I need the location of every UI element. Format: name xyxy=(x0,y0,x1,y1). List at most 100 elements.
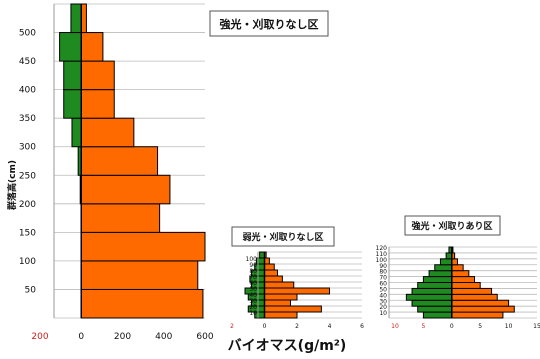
y-tick-label: 50 xyxy=(249,286,257,293)
y-tick-label: 50 xyxy=(379,286,387,293)
y-tick-label: 90 xyxy=(379,263,387,270)
y-tick-label: 30 xyxy=(249,298,257,305)
y-tick-label: 400 xyxy=(19,86,36,96)
bar-orange xyxy=(80,203,161,233)
y-tick-label: 110 xyxy=(376,251,388,258)
bar-orange xyxy=(451,293,498,301)
x-tick-label: 0 xyxy=(450,323,454,330)
x-tick-label: 4 xyxy=(328,323,332,330)
x-tick-label: 6 xyxy=(360,323,364,330)
bar-orange xyxy=(80,146,159,176)
y-tick-labels: 50 100 150 200 250 300 350 400 450 500 xyxy=(19,29,36,296)
y-tick-label: 100 xyxy=(19,257,36,267)
bar-orange xyxy=(451,270,470,278)
bar-orange xyxy=(80,288,204,319)
y-tick-label: 300 xyxy=(19,143,36,153)
x-axis-label: バイオマス(g/m²) xyxy=(228,338,347,354)
y-tick-label: 80 xyxy=(379,269,387,276)
y-tick-label: 120 xyxy=(376,245,388,252)
bar-orange xyxy=(80,60,115,91)
bar-green xyxy=(71,117,82,148)
bar-green xyxy=(411,299,453,307)
title-box xyxy=(231,226,335,247)
x-tick-label: 200 xyxy=(114,332,131,342)
x-tick-label: 10 xyxy=(391,323,399,330)
title-box xyxy=(209,10,329,37)
bar-orange xyxy=(264,287,330,295)
x-tick-label: 600 xyxy=(196,332,213,342)
x-tick-labels: 10 5 0 5 10 15 xyxy=(391,323,540,330)
y-tick-label: 10 xyxy=(379,310,387,317)
bar-green xyxy=(422,276,453,284)
x-tick-label: 10 xyxy=(505,323,513,330)
bar-orange xyxy=(80,260,199,290)
bar-green xyxy=(59,32,82,62)
bar-green xyxy=(439,258,453,266)
y-tick-label: 50 xyxy=(25,285,37,295)
y-tick-label: 350 xyxy=(19,114,36,124)
bar-orange xyxy=(80,174,171,205)
y-tick-label: 500 xyxy=(19,29,36,39)
bar-orange xyxy=(451,305,515,313)
y-tick-label: 60 xyxy=(249,280,257,287)
bar-orange xyxy=(264,269,278,277)
chart-bars xyxy=(405,246,515,319)
y-axis-label: 群落高(cm) xyxy=(6,160,18,211)
y-tick-label: 80 xyxy=(249,268,257,275)
bar-orange xyxy=(451,287,493,295)
title-box xyxy=(404,215,501,236)
chart-title: 弱光・刈取りなし区 xyxy=(242,231,323,243)
y-tick-label: 450 xyxy=(19,57,36,67)
y-tick-label: 40 xyxy=(249,292,257,299)
bar-orange xyxy=(80,3,87,34)
bar-green xyxy=(63,60,82,91)
x-tick-label: 15 xyxy=(533,323,540,330)
bar-green xyxy=(63,89,82,119)
bar-orange xyxy=(451,264,464,272)
chart-title: 強光・刈取りなし区 xyxy=(220,17,319,31)
bar-green xyxy=(411,287,453,295)
x-tick-label: 5 xyxy=(421,323,425,330)
chart-title: 強光・刈取りあり区 xyxy=(411,220,492,232)
bar-green xyxy=(445,252,453,260)
x-tick-label: 200 xyxy=(31,332,48,342)
bar-orange xyxy=(264,311,298,319)
y-tick-label: 30 xyxy=(379,298,387,305)
x-tick-label: 0 xyxy=(78,332,84,342)
x-tick-label: 0 xyxy=(263,323,267,330)
x-tick-labels: 2 0 2 4 6 xyxy=(230,323,364,330)
y-tick-label: 250 xyxy=(19,171,36,181)
x-tick-label: 2 xyxy=(295,323,299,330)
bar-orange xyxy=(80,89,115,119)
y-tick-label: 70 xyxy=(249,274,257,281)
x-tick-label: 5 xyxy=(478,323,482,330)
bar-orange xyxy=(264,281,295,289)
bar-orange xyxy=(80,32,104,62)
bar-green xyxy=(417,305,453,313)
bar-orange xyxy=(451,258,458,266)
y-tick-label: 20 xyxy=(379,304,387,311)
bar-orange xyxy=(264,275,283,283)
y-tick-label: 150 xyxy=(19,228,36,238)
y-tick-label: 10 xyxy=(249,310,257,317)
y-tick-label: 60 xyxy=(379,281,387,288)
bar-orange xyxy=(80,117,135,148)
bar-orange xyxy=(80,231,206,262)
bar-orange xyxy=(264,299,291,307)
x-tick-labels: 200 0 200 400 600 xyxy=(31,332,213,342)
bar-orange xyxy=(264,305,322,313)
y-tick-label: 20 xyxy=(249,304,257,311)
bar-orange xyxy=(451,276,476,284)
y-tick-label: 70 xyxy=(379,275,387,282)
bar-green xyxy=(422,311,453,319)
bar-green xyxy=(70,3,82,34)
bar-green xyxy=(428,270,453,278)
x-tick-label: 400 xyxy=(155,332,172,342)
y-tick-label: 200 xyxy=(19,200,36,210)
